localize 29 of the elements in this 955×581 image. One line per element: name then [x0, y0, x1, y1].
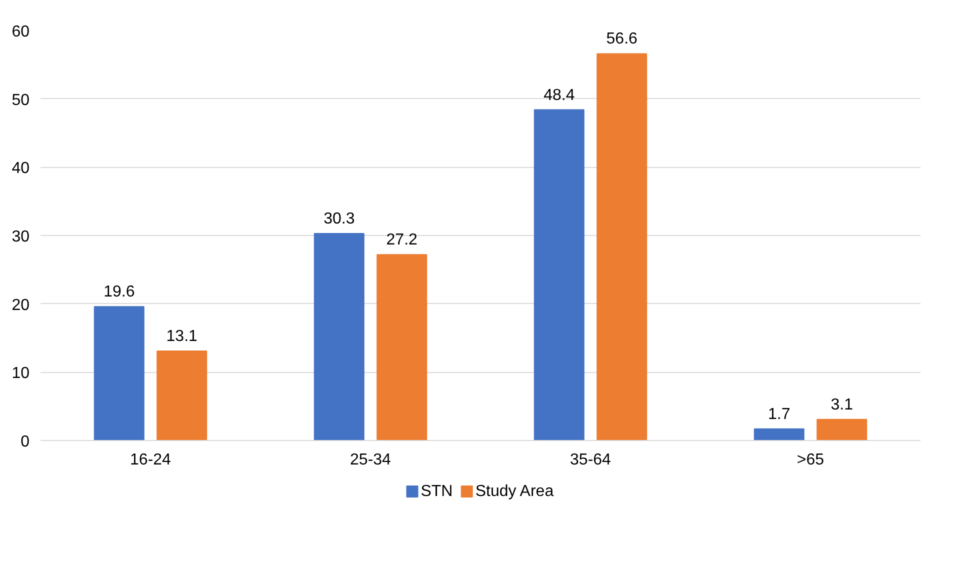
bar [534, 109, 584, 440]
data-label: 27.2 [386, 232, 418, 249]
y-tick-label: 40 [12, 160, 30, 178]
bar [596, 53, 648, 440]
data-label: 3.1 [830, 396, 854, 414]
data-label: 30.3 [324, 210, 355, 228]
data-label: 1.7 [768, 406, 790, 423]
y-tick-label: 60 [12, 24, 30, 40]
data-label: 56.6 [606, 30, 638, 48]
data-label: 48.4 [544, 86, 575, 104]
bar [314, 232, 364, 440]
x-tick-label: >65 [796, 452, 824, 468]
y-tick-label: 0 [20, 434, 30, 450]
y-tick-label: 50 [12, 92, 30, 109]
x-tick-label: 16-24 [130, 452, 172, 468]
data-label: 19.6 [104, 284, 135, 301]
x-tick-label: 35-64 [570, 452, 612, 468]
bar [816, 418, 868, 440]
y-tick-label: 20 [12, 296, 30, 314]
y-tick-label: 10 [12, 365, 30, 382]
legend-label: Study Area [475, 483, 554, 500]
bar [156, 350, 208, 440]
y-tick-label: 30 [12, 228, 30, 246]
legend-label: STN [420, 483, 453, 500]
bar [94, 306, 144, 440]
bar [376, 254, 428, 440]
data-label: 13.1 [166, 328, 198, 345]
x-tick-label: 25-34 [350, 452, 392, 468]
bar [754, 428, 804, 440]
